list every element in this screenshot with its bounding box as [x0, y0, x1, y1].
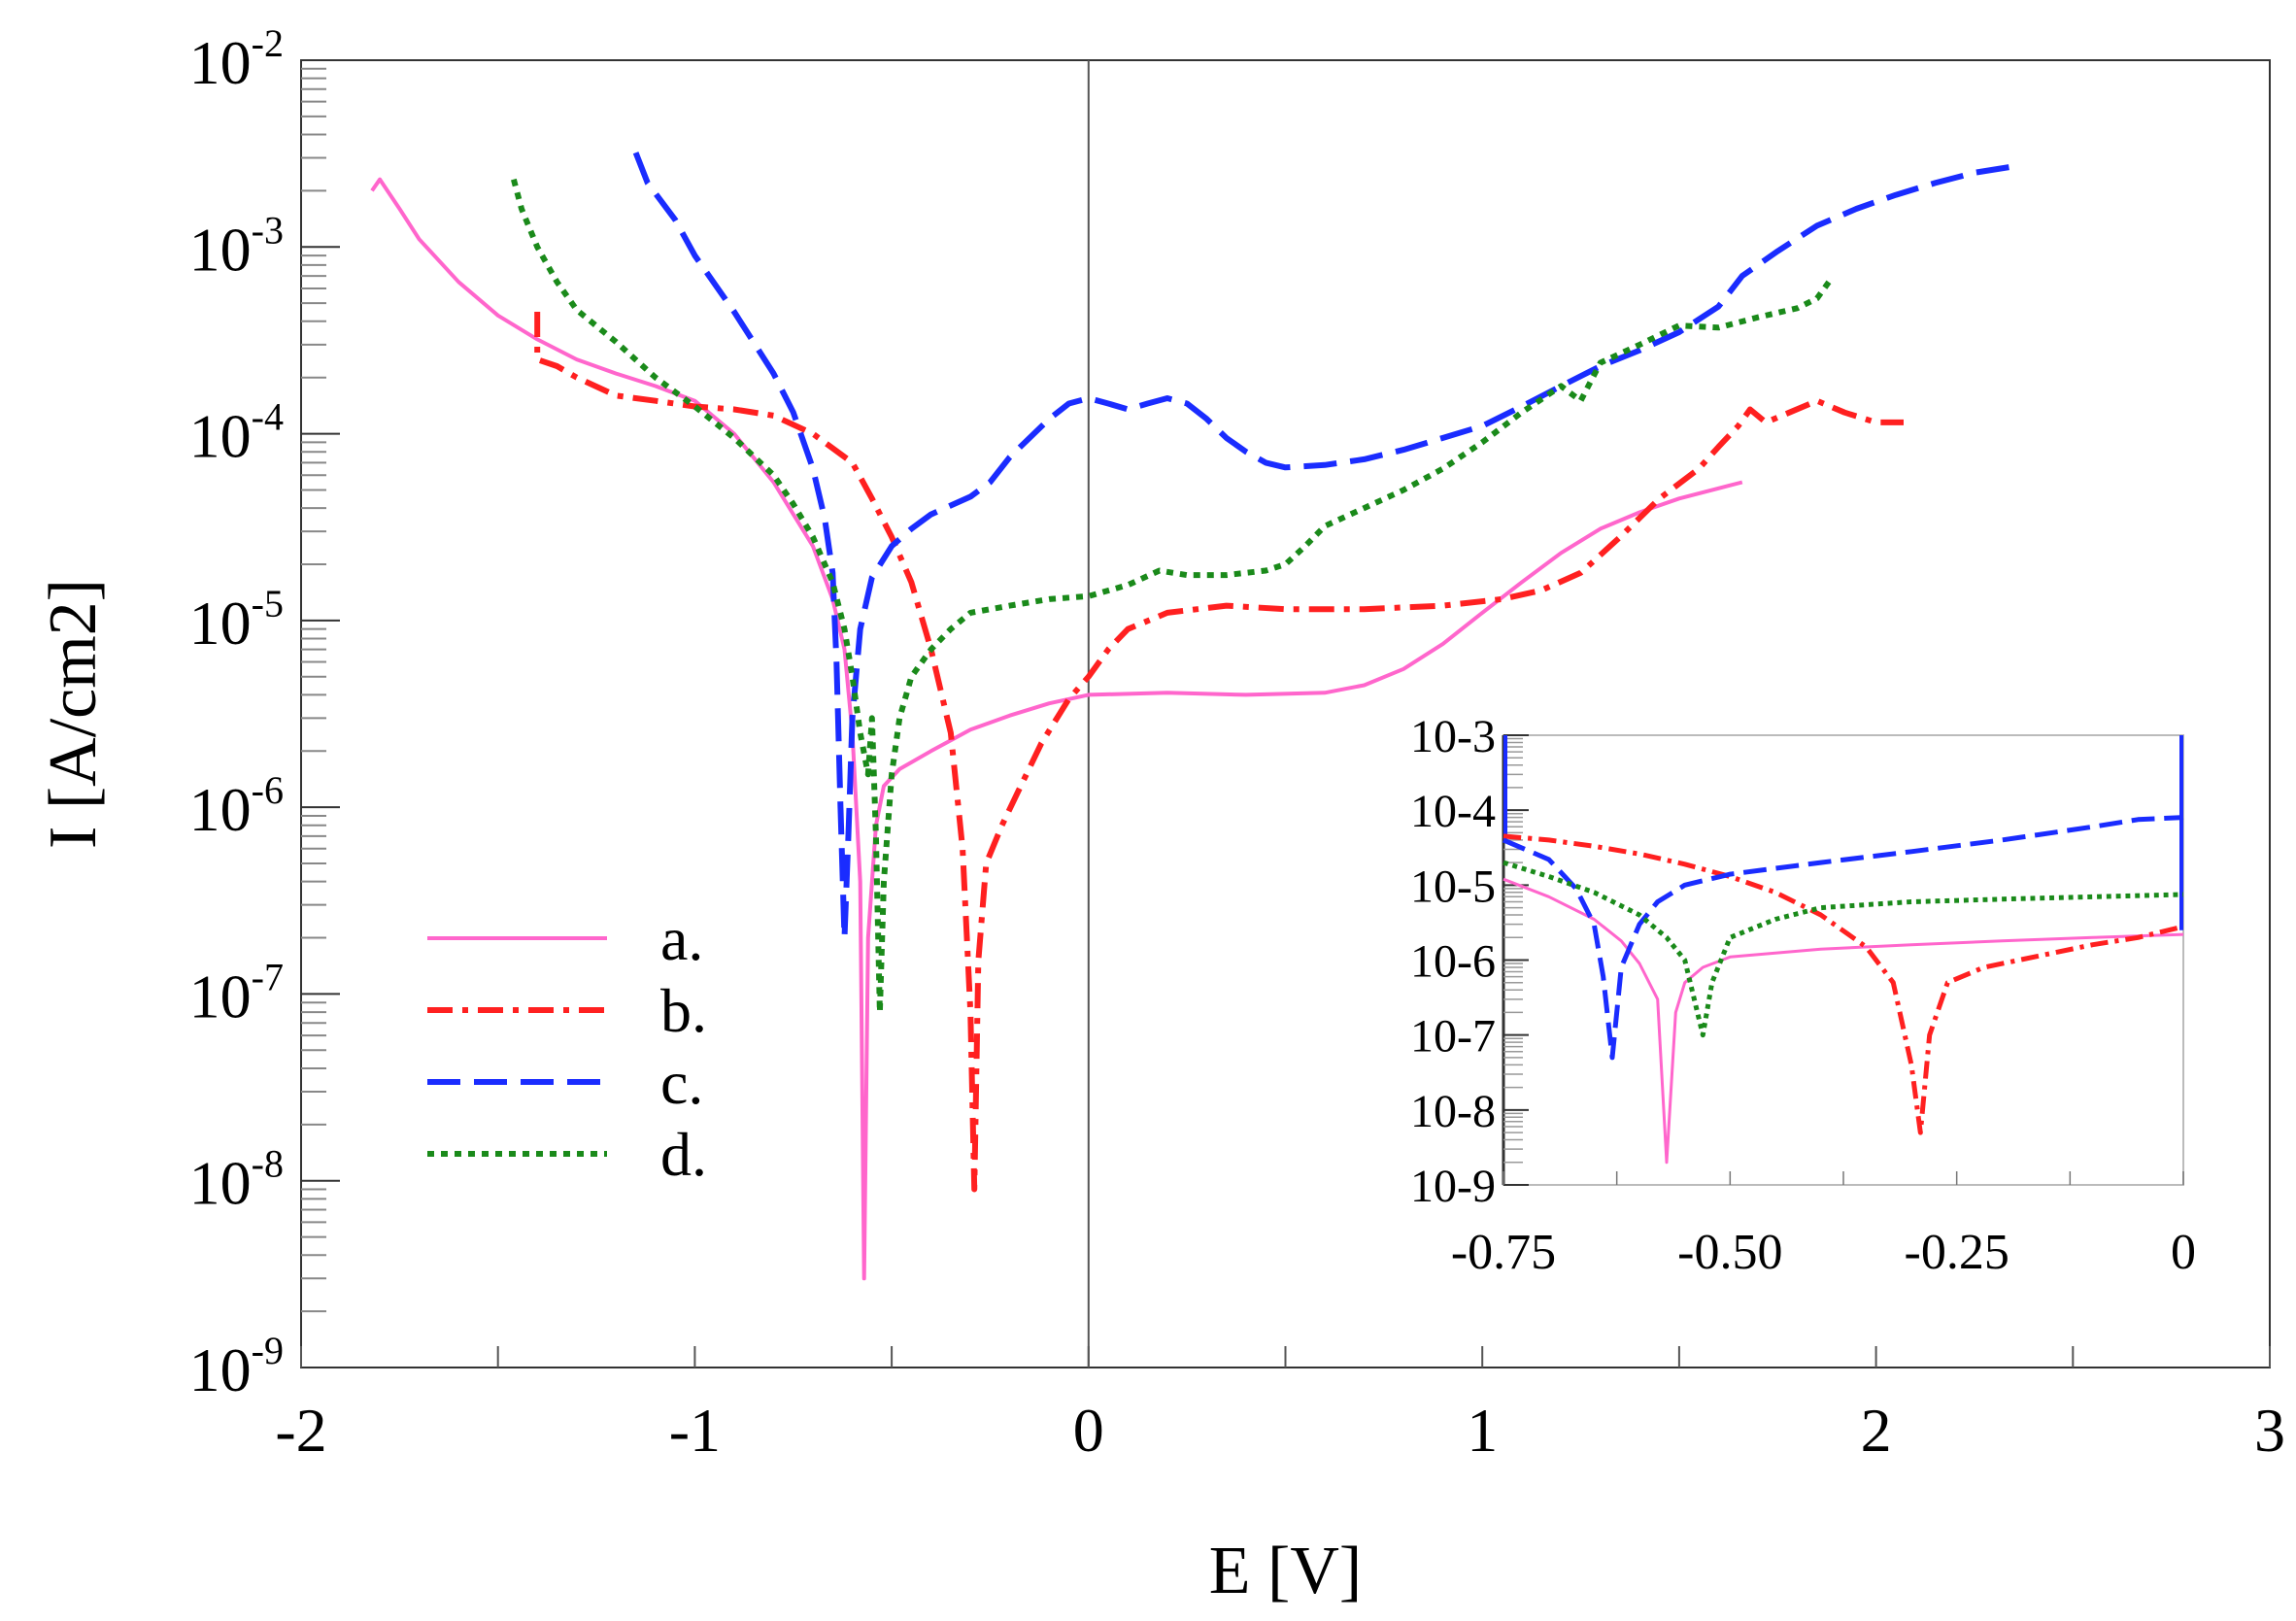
legend-label: d.	[660, 1120, 707, 1189]
inset-series-line-b	[1503, 833, 2184, 1135]
inset-plot: 10-3 10-4 10-5 10-6 10-7 10-8 10-9 -0.75 -0.50 -0…	[1410, 711, 2196, 1280]
y-tick-label: 10-3	[189, 208, 284, 284]
inset-series-line-a	[1503, 877, 2184, 1165]
y-tick-label: 10-8	[189, 1142, 284, 1218]
inset-y-tick-label: 10-5	[1410, 861, 1496, 912]
legend-label: a.	[660, 904, 703, 973]
inset-y-tick-label: 10-9	[1410, 1161, 1496, 1212]
inset-y-tick-label: 10-3	[1410, 711, 1496, 762]
y-tick-label: 10-4	[189, 395, 284, 471]
series-line-b	[534, 312, 1904, 1193]
inset-x-tick-label: -0.50	[1677, 1225, 1782, 1280]
x-axis-title: E [V]	[1209, 1534, 1362, 1608]
series-line-c	[632, 152, 2014, 941]
y-tick-label: 10-6	[189, 768, 284, 844]
inset-series-line-c	[1503, 815, 2184, 1061]
x-tick-label: 0	[1073, 1396, 1104, 1465]
inset-y-tick-label: 10-7	[1410, 1011, 1496, 1063]
y-tick-label: 10-2	[189, 21, 284, 97]
x-tick-label: 3	[2254, 1396, 2285, 1465]
legend-label: b.	[660, 976, 707, 1045]
main-plot: 10-9 10-8 10-7 10-6 10-5 10-4 10-3 10-2 -2 -1 0 1 2 3…	[36, 21, 2285, 1608]
x-tick-label: 1	[1467, 1396, 1498, 1465]
inset-y-tick-label: 10-4	[1410, 786, 1496, 837]
inset-y-tick-label: 10-8	[1410, 1086, 1496, 1137]
y-tick-label: 10-9	[189, 1329, 284, 1404]
x-tick-label: 2	[1861, 1396, 1892, 1465]
x-tick-label: -1	[669, 1396, 721, 1465]
y-tick-label: 10-5	[189, 582, 284, 658]
inset-frame	[1503, 734, 2184, 1186]
inset-x-tick-label: -0.75	[1451, 1225, 1556, 1280]
inset-y-tick-label: 10-6	[1410, 936, 1496, 988]
y-axis-title: I [A/cm2]	[36, 579, 111, 849]
legend-label: c.	[660, 1048, 703, 1117]
series-line-d	[511, 178, 1832, 1016]
x-tick-label: -2	[275, 1396, 326, 1465]
inset-x-tick-label: 0	[2171, 1225, 2196, 1280]
series-line-a	[370, 177, 1743, 1281]
y-tick-label: 10-7	[189, 955, 284, 1030]
inset-x-tick-label: -0.25	[1905, 1225, 2009, 1280]
